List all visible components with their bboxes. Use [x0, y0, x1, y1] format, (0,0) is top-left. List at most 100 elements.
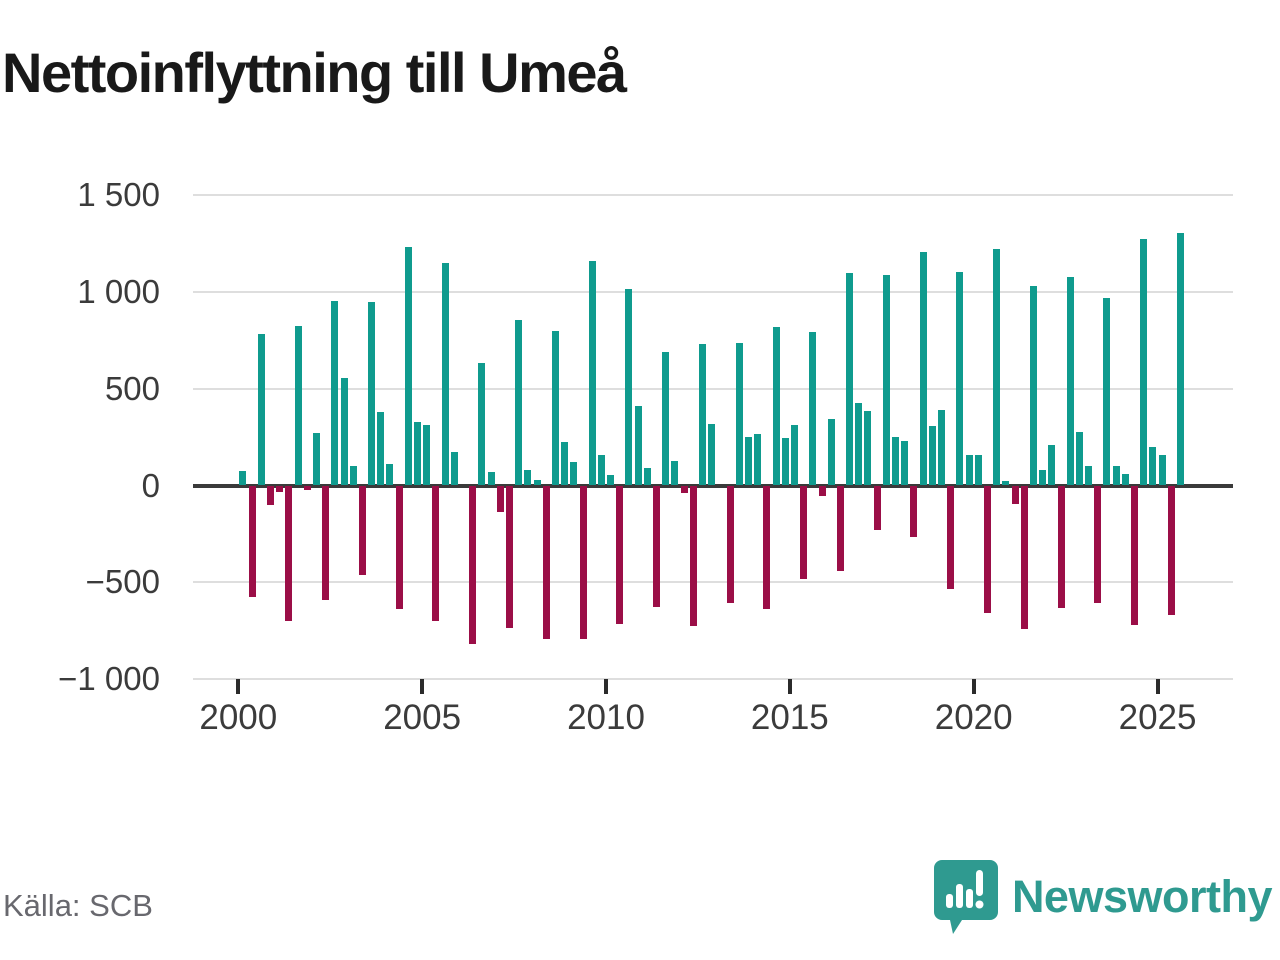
x-tick-mark	[787, 679, 792, 694]
bar-positive	[993, 249, 1001, 486]
bar-positive	[414, 421, 422, 486]
bar-positive	[1048, 444, 1056, 486]
bar-positive	[294, 325, 302, 486]
source-note: Källa: SCB	[3, 888, 153, 923]
bar-negative	[395, 485, 403, 610]
bar-negative	[653, 485, 661, 608]
bar-positive	[450, 451, 458, 486]
newsworthy-wordmark: Newsworthy	[1011, 871, 1273, 922]
bar-negative	[800, 485, 808, 580]
y-tick-label: 1 500	[77, 176, 160, 214]
x-tick-mark	[236, 679, 241, 694]
bar-positive	[561, 441, 569, 486]
bar-negative	[285, 485, 293, 622]
bar-positive	[551, 330, 559, 486]
bar-positive	[607, 474, 615, 486]
bar-positive	[386, 464, 394, 486]
gridline	[193, 290, 1233, 293]
bar-positive	[892, 437, 900, 486]
bar-negative	[616, 485, 624, 624]
bar-positive	[754, 434, 762, 486]
bar-negative	[836, 485, 844, 571]
bar-positive	[1002, 480, 1010, 486]
bar-positive	[1140, 238, 1148, 486]
bar-negative	[542, 485, 550, 640]
bar-positive	[312, 433, 320, 486]
bar-negative	[579, 485, 587, 640]
bar-positive	[625, 288, 633, 486]
bar-negative	[689, 485, 697, 626]
bar-positive	[735, 343, 743, 486]
bar-positive	[340, 378, 348, 486]
bar-negative	[505, 485, 513, 628]
bar-negative	[818, 485, 826, 497]
y-tick-label: −500	[85, 563, 160, 601]
bar-positive	[478, 362, 486, 486]
bar-positive	[744, 437, 752, 486]
bar-positive	[1121, 473, 1129, 486]
x-tick-label: 2010	[567, 698, 645, 737]
y-tick-label: −1 000	[58, 660, 160, 698]
zero-axis-line	[193, 483, 1233, 488]
bar-negative	[947, 485, 955, 590]
bar-positive	[423, 425, 431, 486]
bar-positive	[1103, 297, 1111, 486]
bar-positive	[1029, 286, 1037, 486]
bar-positive	[524, 470, 532, 486]
bar-negative	[910, 485, 918, 537]
bar-positive	[699, 344, 707, 486]
bar-positive	[956, 271, 964, 486]
y-tick-label: 1 000	[77, 272, 160, 310]
newsworthy-logo: Newsworthy	[933, 858, 1273, 936]
bar-positive	[239, 470, 247, 486]
x-tick-label: 2015	[750, 698, 829, 737]
gridline	[193, 581, 1233, 584]
gridline	[193, 678, 1233, 681]
bar-positive	[257, 334, 265, 486]
bar-positive	[588, 260, 596, 486]
bar-positive	[1075, 432, 1083, 486]
bar-positive	[441, 262, 449, 486]
bar-negative	[432, 485, 440, 622]
x-tick-mark	[420, 679, 425, 694]
bar-negative	[322, 485, 330, 600]
y-tick-label: 0	[141, 466, 160, 504]
x-tick-mark	[604, 679, 608, 694]
bar-negative	[496, 485, 504, 512]
bar-positive	[404, 247, 412, 486]
bar-positive	[377, 411, 385, 486]
bar-positive	[1158, 454, 1166, 486]
bar-positive	[974, 455, 982, 486]
bar-negative	[873, 485, 881, 531]
bar-positive	[781, 438, 789, 486]
bar-negative	[680, 485, 688, 494]
bar-positive	[965, 454, 973, 486]
x-tick-label: 2020	[934, 698, 1013, 737]
bar-positive	[855, 403, 863, 486]
gridline	[193, 194, 1233, 197]
gridline	[193, 387, 1233, 390]
bar-negative	[1131, 485, 1139, 625]
bar-positive	[487, 471, 495, 486]
page-title: Nettoinflyttning till Umeå	[2, 41, 627, 104]
bar-negative	[266, 485, 274, 505]
bar-negative	[763, 485, 771, 610]
bar-negative	[1094, 485, 1102, 603]
bar-positive	[1085, 466, 1093, 486]
x-tick-mark	[1155, 679, 1160, 694]
bar-positive	[643, 468, 651, 486]
bar-negative	[248, 485, 256, 597]
bar-positive	[790, 425, 798, 486]
bar-negative	[276, 485, 284, 493]
bar-positive	[1066, 277, 1074, 486]
bar-positive	[1149, 446, 1157, 486]
bar-negative	[983, 485, 991, 614]
bar-positive	[772, 326, 780, 486]
y-tick-label: 500	[104, 369, 160, 407]
bar-negative	[726, 485, 734, 603]
bar-positive	[708, 423, 716, 486]
bar-negative	[303, 485, 311, 491]
x-tick-label: 2005	[383, 698, 462, 737]
bar-positive	[597, 455, 605, 486]
